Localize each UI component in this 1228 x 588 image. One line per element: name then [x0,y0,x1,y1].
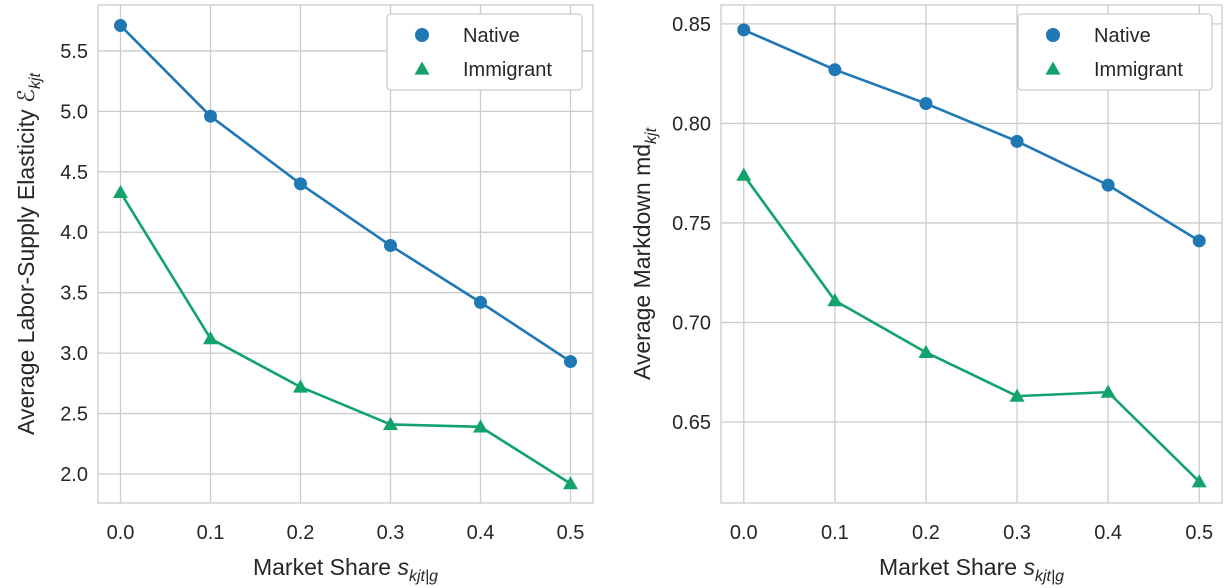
x-tick-label: 0.0 [730,522,758,544]
x-tick-label: 0.4 [467,522,495,544]
y-axis-label: Average Labor-Supply Elasticity ℰkjt [13,72,44,434]
legend: Native Immigrant [386,13,583,91]
chart-panel-2: 0.0 0.1 0.2 0.3 0.4 0.5 0.65 0.70 0.75 0.80 0.85 Na… [629,4,1223,585]
x-tick-label: 0.4 [1094,522,1122,544]
y-axis-label: Average Markdown mdkjt [629,127,660,380]
y-tick-label: 4.0 [60,222,88,244]
data-point-immigrant [736,167,752,181]
legend: Native Immigrant [1017,13,1213,91]
data-point-native [1010,134,1024,148]
legend-box [1017,13,1213,91]
data-point-immigrant [563,476,578,490]
data-point-immigrant [1191,474,1207,488]
y-tick-label: 0.85 [672,14,711,36]
legend-label-immigrant: Immigrant [463,59,552,81]
y-tick-label: 2.0 [60,464,88,486]
data-point-native [828,63,842,77]
data-point-native [294,177,307,191]
legend-box [386,13,583,91]
y-tick-label: 4.5 [60,162,88,184]
x-axis-label: Market Share skjt|g [879,554,1064,585]
x-tick-label: 0.3 [377,522,405,544]
data-point-immigrant [113,184,128,198]
data-point-native [204,109,217,123]
y-tick-label: 5.0 [60,101,88,123]
data-point-immigrant [1009,388,1025,402]
x-tick-label: 0.0 [107,522,135,544]
data-point-native [384,239,397,253]
series-line-native [119,24,572,363]
chart-panel-1: 0.0 0.1 0.2 0.3 0.4 0.5 2.0 2.5 3.0 3.5 4.0 4.5 5.0 5… [13,4,594,585]
data-point-immigrant [203,331,218,345]
y-tick-label: 0.80 [672,113,711,135]
x-tick-label: 0.2 [912,522,940,544]
y-tick-label: 5.5 [60,41,88,63]
data-point-immigrant [1100,384,1116,398]
legend-label-native: Native [1094,25,1151,47]
y-tick-label: 0.65 [672,412,711,434]
series-line-immigrant [119,191,572,485]
legend-label-immigrant: Immigrant [1094,59,1183,81]
series-line-immigrant [742,174,1201,483]
x-tick-label: 0.1 [821,522,849,544]
data-point-immigrant [918,344,934,358]
data-point-native [114,19,127,33]
data-point-immigrant [473,419,488,433]
data-point-immigrant [293,379,308,393]
data-point-native [1192,234,1206,248]
x-tick-label: 0.3 [1003,522,1031,544]
legend-label-native: Native [463,25,520,47]
legend-marker-native [1046,28,1060,42]
series-line-native [743,28,1200,242]
data-point-immigrant [383,416,398,431]
y-tick-label: 0.70 [672,312,711,334]
data-point-native [1101,178,1115,192]
x-axis-label: Market Share skjt|g [253,554,438,585]
y-tick-label: 0.75 [672,213,711,235]
y-tick-label: 2.5 [60,404,88,426]
x-tick-label: 0.5 [557,522,585,544]
y-tick-label: 3.5 [60,283,88,305]
x-tick-label: 0.2 [287,522,315,544]
x-tick-label: 0.1 [197,522,225,544]
y-tick-label: 3.0 [60,343,88,365]
data-point-native [919,97,933,111]
data-point-immigrant [827,293,843,307]
data-point-native [737,23,751,37]
legend-marker-immigrant [414,61,430,75]
legend-marker-immigrant [1045,61,1061,75]
legend-marker-native [415,28,429,42]
x-tick-label: 0.5 [1185,522,1213,544]
data-point-native [564,355,577,369]
data-point-native [474,295,487,309]
